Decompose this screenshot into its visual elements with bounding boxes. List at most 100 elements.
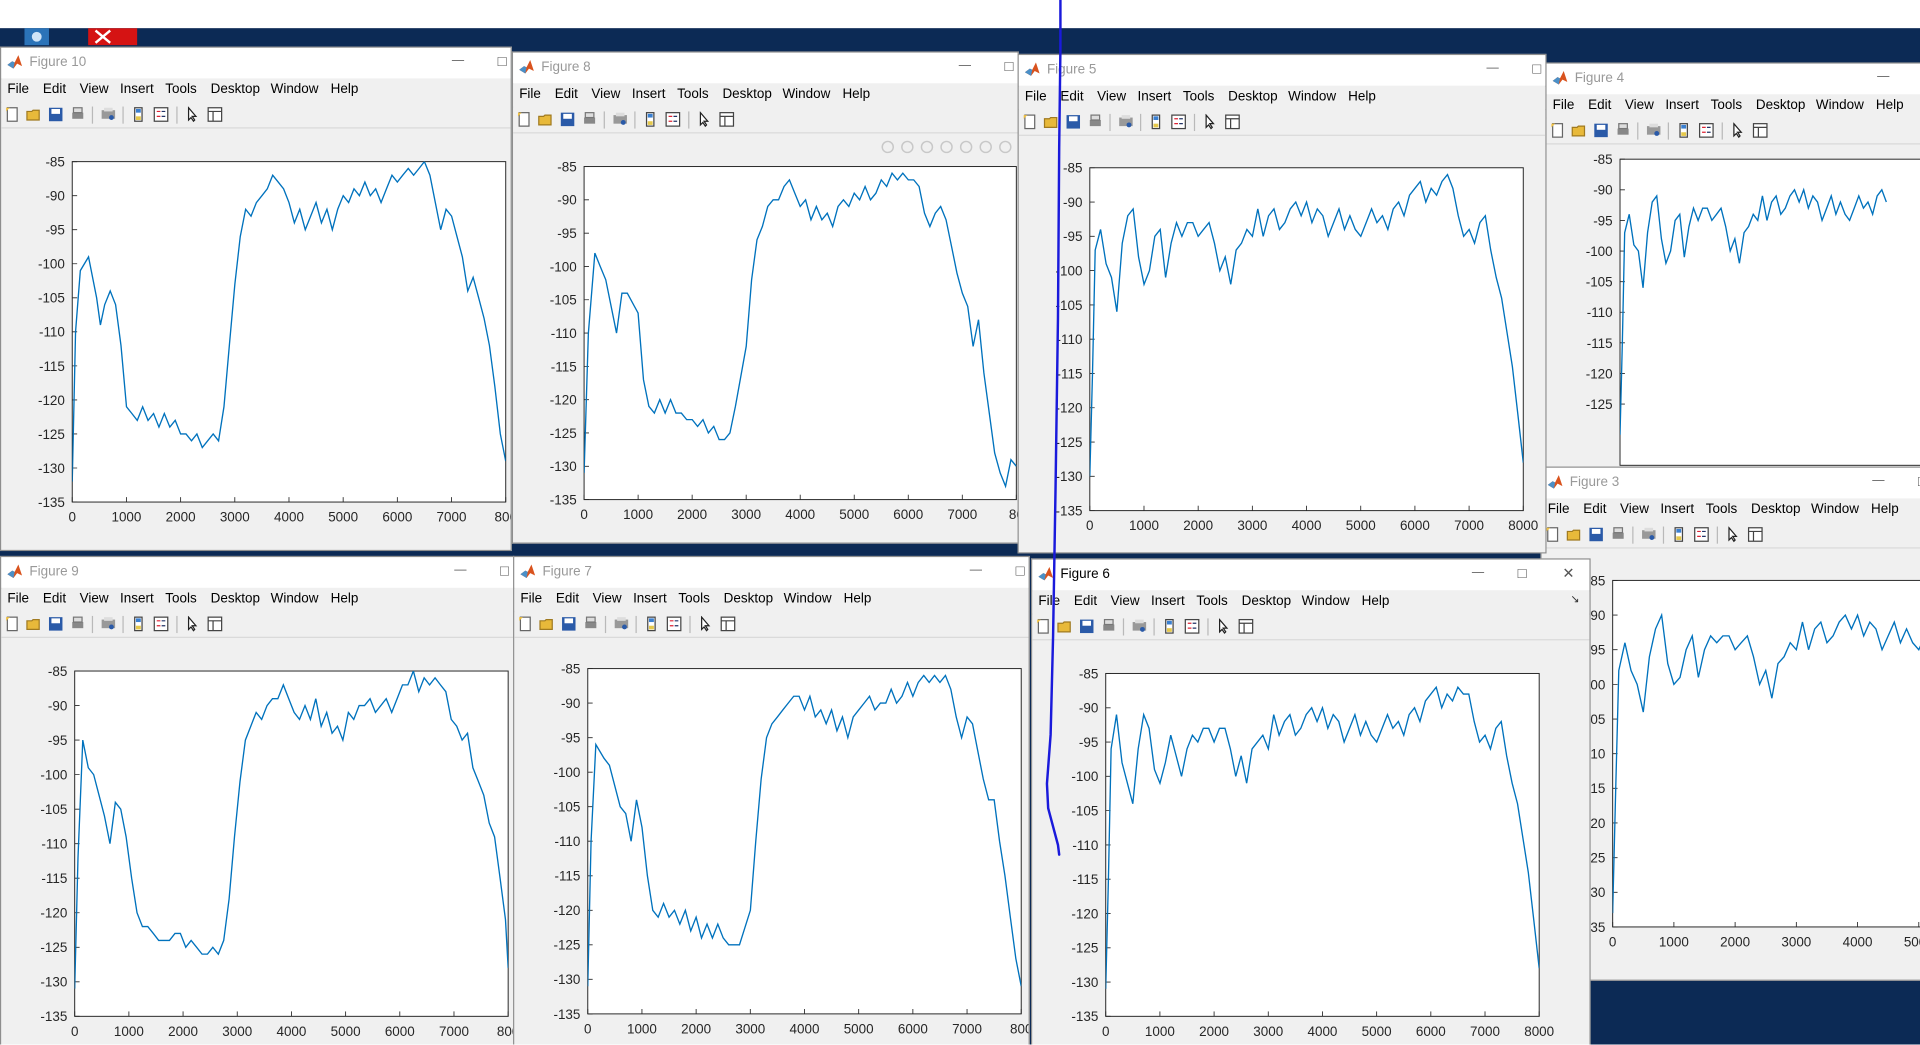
pointer-icon[interactable] — [1216, 617, 1232, 635]
menu-window[interactable]: Window — [1811, 502, 1859, 517]
minimize-button[interactable]: — — [1486, 61, 1499, 75]
save-icon[interactable] — [48, 107, 64, 123]
menu-desktop[interactable]: Desktop — [1241, 593, 1292, 609]
colorbar-button[interactable] — [643, 111, 658, 127]
maximize-button[interactable]: □ — [1015, 562, 1025, 580]
colorbar-icon[interactable] — [131, 107, 147, 123]
close-button[interactable]: ✕ — [1562, 564, 1575, 582]
menu-help[interactable]: Help — [843, 591, 872, 607]
print-button[interactable] — [1101, 618, 1116, 634]
property-inspector-button[interactable] — [207, 616, 223, 632]
print-button[interactable] — [1087, 114, 1102, 130]
new-figure-button[interactable] — [1022, 114, 1037, 130]
figure-window-8[interactable]: Figure 8 — □ File Edit View Insert Tools Desktop… — [511, 51, 1019, 544]
pointer-button[interactable] — [185, 615, 201, 632]
menu-desktop[interactable]: Desktop — [1751, 502, 1801, 517]
menu-file[interactable]: File — [1038, 593, 1061, 609]
property-inspector-icon[interactable] — [719, 111, 735, 127]
menu-file[interactable]: File — [7, 82, 30, 97]
figure-window-10[interactable]: Figure 10 — □ File Edit View Insert Tools Deskto… — [0, 46, 512, 552]
menu-tools[interactable]: Tools — [165, 591, 197, 607]
menu-insert[interactable]: Insert — [633, 591, 667, 607]
open-file-icon[interactable] — [26, 616, 42, 632]
property-inspector-button[interactable] — [1225, 114, 1240, 130]
new-figure-button[interactable] — [5, 107, 20, 123]
menu-desktop[interactable]: Desktop — [1755, 97, 1806, 113]
colorbar-icon[interactable] — [643, 111, 659, 127]
save-icon[interactable] — [560, 111, 576, 127]
pointer-button[interactable] — [185, 106, 200, 123]
save-button[interactable] — [1593, 122, 1608, 138]
open-file-button[interactable] — [26, 616, 41, 632]
figure-window-3[interactable]: Figure 3 — □ File Edit View Insert Tools Desktop… — [1540, 466, 1920, 981]
colorbar-icon[interactable] — [1149, 114, 1165, 130]
menu-window[interactable]: Window — [782, 86, 831, 102]
menu-tools[interactable]: Tools — [1710, 97, 1743, 113]
menu-desktop[interactable]: Desktop — [722, 86, 772, 102]
menu-tools[interactable]: Tools — [1182, 89, 1215, 105]
property-inspector-button[interactable] — [207, 107, 223, 123]
print-preview-button[interactable] — [612, 111, 627, 127]
figure-window-7[interactable]: Figure 7 — □ File Edit View Insert Tools Desktop… — [513, 555, 1030, 1045]
title-bar[interactable]: Figure 3 — □ — [1541, 467, 1920, 499]
pointer-button[interactable] — [698, 615, 714, 632]
menu-view[interactable]: View — [1110, 593, 1140, 609]
legend-button[interactable] — [153, 616, 169, 632]
pointer-icon[interactable] — [698, 615, 714, 632]
save-icon[interactable] — [1593, 122, 1609, 138]
legend-icon[interactable] — [1184, 618, 1200, 634]
maximize-button[interactable]: □ — [500, 562, 509, 580]
open-file-icon[interactable] — [538, 111, 554, 127]
open-file-button[interactable] — [539, 616, 554, 632]
print-preview-icon[interactable] — [613, 616, 629, 632]
property-inspector-button[interactable] — [719, 111, 735, 127]
save-icon[interactable] — [1079, 618, 1095, 634]
open-file-button[interactable] — [1043, 114, 1058, 130]
menu-tools[interactable]: Tools — [165, 82, 197, 97]
save-icon[interactable] — [561, 616, 577, 632]
print-preview-icon[interactable] — [100, 107, 116, 123]
menu-edit[interactable]: Edit — [42, 82, 67, 97]
menu-file[interactable]: File — [520, 591, 543, 607]
print-icon[interactable] — [582, 111, 598, 127]
dock-arrow-icon[interactable]: ↘ — [1570, 592, 1580, 605]
print-button[interactable] — [70, 107, 85, 123]
pointer-icon[interactable] — [185, 615, 201, 632]
menu-file[interactable]: File — [1552, 97, 1575, 113]
new-figure-button[interactable] — [517, 111, 532, 127]
print-icon[interactable] — [70, 616, 86, 632]
print-preview-button[interactable] — [100, 107, 116, 123]
menu-tools[interactable]: Tools — [677, 86, 709, 102]
new-figure-icon[interactable] — [5, 616, 21, 632]
pointer-button[interactable] — [1730, 122, 1745, 139]
zoom-in-icon[interactable] — [959, 140, 973, 154]
menu-help[interactable]: Help — [1871, 502, 1899, 517]
print-button[interactable] — [582, 111, 597, 127]
print-preview-icon[interactable] — [1641, 527, 1657, 543]
title-bar[interactable]: Figure 10 — □ — [1, 47, 511, 79]
open-file-button[interactable] — [538, 111, 553, 127]
print-preview-button[interactable] — [1641, 527, 1656, 543]
colorbar-icon[interactable] — [1671, 527, 1687, 543]
pointer-icon[interactable] — [1202, 113, 1218, 130]
print-button[interactable] — [1615, 122, 1630, 138]
property-inspector-button[interactable] — [720, 616, 736, 632]
menu-edit[interactable]: Edit — [42, 591, 67, 607]
minimize-button[interactable]: — — [969, 563, 983, 577]
property-inspector-icon[interactable] — [1238, 618, 1254, 634]
legend-icon[interactable] — [1171, 114, 1187, 130]
print-button[interactable] — [1610, 527, 1625, 543]
new-figure-button[interactable] — [518, 616, 533, 632]
colorbar-icon[interactable] — [1162, 618, 1178, 634]
open-file-button[interactable] — [26, 107, 41, 123]
pointer-icon[interactable] — [1725, 526, 1741, 543]
data-tips-icon[interactable] — [920, 140, 934, 154]
save-button[interactable] — [1079, 618, 1094, 634]
maximize-button[interactable]: □ — [1004, 57, 1014, 75]
menu-edit[interactable]: Edit — [1073, 593, 1098, 609]
menu-insert[interactable]: Insert — [120, 82, 154, 97]
colorbar-icon[interactable] — [644, 616, 660, 632]
legend-button[interactable] — [666, 616, 682, 632]
menu-help[interactable]: Help — [842, 86, 871, 102]
property-inspector-icon[interactable] — [1747, 527, 1763, 543]
